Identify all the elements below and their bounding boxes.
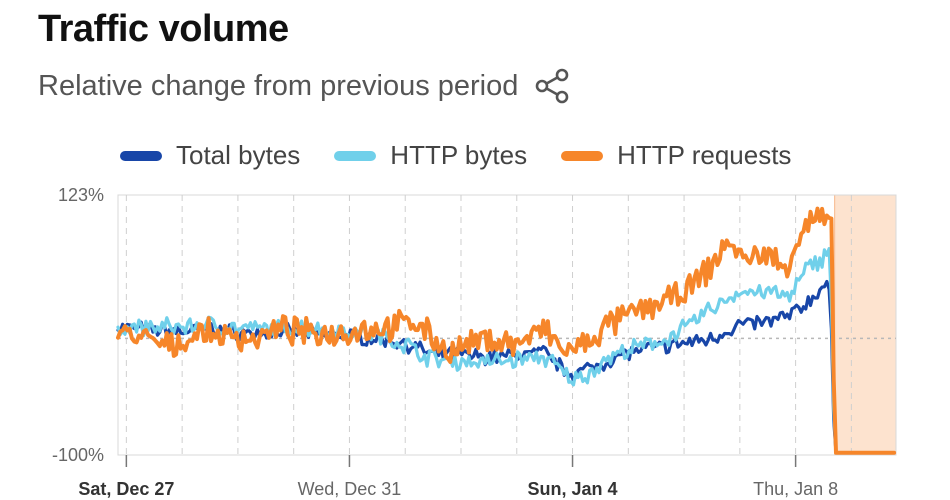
series-line-0 bbox=[116, 279, 896, 455]
subtitle-row: Relative change from previous period bbox=[38, 66, 572, 106]
x-tick-label-3: Thu, Jan 8 bbox=[753, 479, 838, 499]
legend-swatch-total-bytes bbox=[120, 150, 162, 161]
legend-item-http-requests[interactable]: HTTP requests bbox=[561, 140, 791, 171]
highlight-region bbox=[834, 194, 897, 456]
y-tick-label-top: 123% bbox=[58, 185, 104, 205]
chart-subtitle: Relative change from previous period bbox=[38, 69, 519, 102]
legend-swatch-http-requests bbox=[561, 150, 604, 161]
plot-frame bbox=[117, 194, 897, 456]
share-icon-glyph bbox=[536, 68, 569, 104]
series-line-1 bbox=[116, 247, 896, 455]
legend-item-total-bytes[interactable]: Total bytes bbox=[120, 140, 300, 171]
chart-title: Traffic volume bbox=[38, 8, 289, 50]
legend-item-http-bytes[interactable]: HTTP bytes bbox=[334, 140, 527, 171]
x-tick-label-2: Sun, Jan 4 bbox=[528, 479, 618, 499]
legend-swatch-http-bytes bbox=[334, 150, 377, 161]
share-icon[interactable] bbox=[532, 66, 572, 106]
legend-label-http-bytes: HTTP bytes bbox=[390, 140, 528, 170]
x-tick-label-0: Sat, Dec 27 bbox=[78, 479, 174, 499]
legend-label-http-requests: HTTP requests bbox=[617, 140, 792, 170]
series-line-2 bbox=[116, 206, 897, 455]
legend-label-total-bytes: Total bytes bbox=[176, 140, 301, 170]
x-tick-label-1: Wed, Dec 31 bbox=[298, 479, 402, 499]
chart-legend: Total bytes HTTP bytes HTTP requests bbox=[120, 140, 825, 171]
y-tick-label-bottom: -100% bbox=[52, 445, 104, 465]
